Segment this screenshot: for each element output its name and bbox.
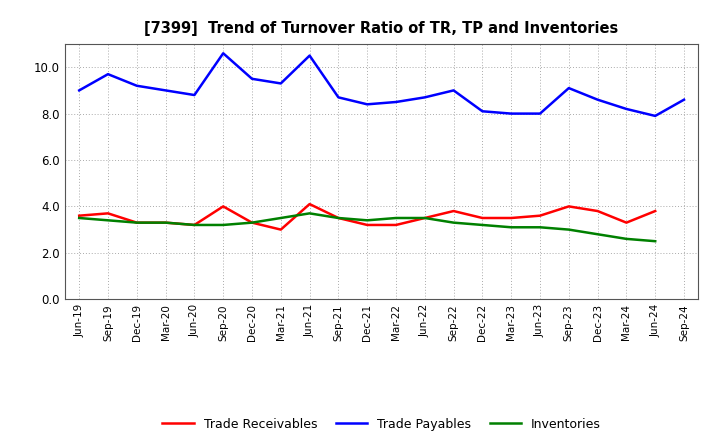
Trade Payables bbox=[420, 95, 429, 100]
Inventories bbox=[276, 215, 285, 220]
Trade Receivables bbox=[392, 222, 400, 227]
Trade Payables bbox=[305, 53, 314, 58]
Trade Receivables bbox=[651, 209, 660, 214]
Inventories bbox=[507, 225, 516, 230]
Trade Receivables bbox=[161, 220, 170, 225]
Trade Payables bbox=[219, 51, 228, 56]
Trade Payables bbox=[593, 97, 602, 103]
Trade Payables bbox=[334, 95, 343, 100]
Trade Receivables bbox=[420, 215, 429, 220]
Trade Receivables bbox=[334, 215, 343, 220]
Inventories bbox=[104, 218, 112, 223]
Trade Receivables bbox=[132, 220, 141, 225]
Trade Payables bbox=[132, 83, 141, 88]
Inventories bbox=[564, 227, 573, 232]
Trade Receivables bbox=[449, 209, 458, 214]
Line: Trade Receivables: Trade Receivables bbox=[79, 204, 655, 230]
Legend: Trade Receivables, Trade Payables, Inventories: Trade Receivables, Trade Payables, Inven… bbox=[157, 413, 606, 436]
Inventories bbox=[478, 222, 487, 227]
Trade Payables bbox=[190, 92, 199, 98]
Trade Receivables bbox=[276, 227, 285, 232]
Inventories bbox=[363, 218, 372, 223]
Trade Payables bbox=[75, 88, 84, 93]
Inventories bbox=[536, 225, 544, 230]
Inventories bbox=[622, 236, 631, 242]
Inventories bbox=[420, 215, 429, 220]
Trade Receivables bbox=[305, 202, 314, 207]
Trade Payables bbox=[104, 72, 112, 77]
Trade Receivables bbox=[75, 213, 84, 218]
Inventories bbox=[593, 231, 602, 237]
Trade Payables bbox=[363, 102, 372, 107]
Trade Payables bbox=[536, 111, 544, 116]
Trade Receivables bbox=[190, 222, 199, 227]
Inventories bbox=[651, 238, 660, 244]
Trade Receivables bbox=[622, 220, 631, 225]
Inventories bbox=[132, 220, 141, 225]
Trade Receivables bbox=[104, 211, 112, 216]
Inventories bbox=[248, 220, 256, 225]
Inventories bbox=[392, 215, 400, 220]
Inventories bbox=[219, 222, 228, 227]
Trade Payables bbox=[161, 88, 170, 93]
Trade Payables bbox=[651, 113, 660, 118]
Inventories bbox=[161, 220, 170, 225]
Trade Payables bbox=[449, 88, 458, 93]
Inventories bbox=[334, 215, 343, 220]
Trade Payables bbox=[507, 111, 516, 116]
Trade Payables bbox=[392, 99, 400, 105]
Line: Trade Payables: Trade Payables bbox=[79, 53, 684, 116]
Inventories bbox=[449, 220, 458, 225]
Trade Receivables bbox=[507, 215, 516, 220]
Line: Inventories: Inventories bbox=[79, 213, 655, 241]
Inventories bbox=[305, 211, 314, 216]
Trade Payables bbox=[248, 76, 256, 81]
Trade Payables bbox=[478, 109, 487, 114]
Trade Payables bbox=[276, 81, 285, 86]
Trade Payables bbox=[622, 106, 631, 112]
Trade Receivables bbox=[593, 209, 602, 214]
Trade Receivables bbox=[363, 222, 372, 227]
Trade Receivables bbox=[536, 213, 544, 218]
Inventories bbox=[75, 215, 84, 220]
Title: [7399]  Trend of Turnover Ratio of TR, TP and Inventories: [7399] Trend of Turnover Ratio of TR, TP… bbox=[145, 21, 618, 36]
Trade Receivables bbox=[219, 204, 228, 209]
Trade Receivables bbox=[564, 204, 573, 209]
Trade Receivables bbox=[248, 220, 256, 225]
Trade Payables bbox=[680, 97, 688, 103]
Inventories bbox=[190, 222, 199, 227]
Trade Receivables bbox=[478, 215, 487, 220]
Trade Payables bbox=[564, 85, 573, 91]
